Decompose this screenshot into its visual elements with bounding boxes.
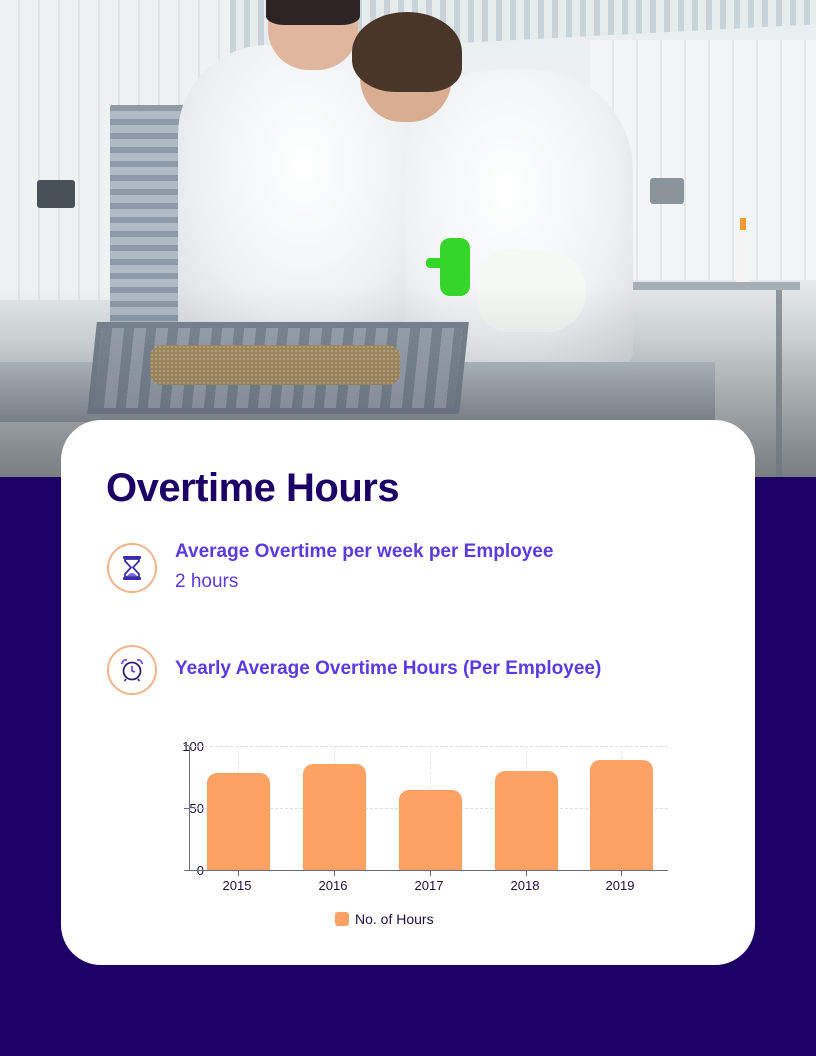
x-tick [526, 871, 527, 876]
chart-plot-area [184, 745, 668, 876]
x-tick-label: 2017 [414, 878, 444, 893]
photo-person-right-hair [352, 12, 462, 92]
hourglass-icon [107, 543, 157, 593]
x-tick [334, 871, 335, 876]
page-title: Overtime Hours [106, 466, 400, 510]
photo-towel-dispenser [37, 180, 75, 208]
photo-table-leg [776, 290, 782, 477]
stat-label: Average Overtime per week per Employee [175, 541, 554, 562]
bar-2017 [399, 790, 462, 870]
bar-2015 [207, 772, 270, 870]
x-tick-label: 2018 [510, 878, 540, 893]
bar-2018 [495, 771, 558, 870]
bar-2016 [303, 763, 366, 870]
gridline [190, 746, 668, 747]
legend-swatch [335, 912, 349, 926]
photo-spray-trigger [440, 238, 470, 296]
y-tick [184, 870, 189, 871]
photo-squeeze-bottle [736, 230, 750, 282]
photo-person-left-hair [266, 0, 360, 25]
y-tick [184, 808, 189, 809]
photo-counter [590, 282, 800, 290]
photo-spray-nozzle [426, 258, 448, 268]
bar-series [190, 746, 668, 870]
x-tick-label: 2016 [318, 878, 348, 893]
stat-value: 2 hours [175, 571, 239, 592]
legend-label: No. of Hours [355, 911, 434, 927]
x-tick-label: 2015 [222, 878, 252, 893]
bar-2019 [590, 760, 653, 870]
y-tick [184, 745, 189, 746]
hero-photo [0, 0, 816, 477]
x-tick [238, 871, 239, 876]
x-tick-label: 2019 [605, 878, 635, 893]
x-tick [621, 871, 622, 876]
alarm-clock-icon [107, 645, 157, 695]
photo-grain [150, 345, 400, 385]
x-tick [430, 871, 431, 876]
photo-bottle-cap [740, 218, 746, 232]
overtime-bar-chart: 100 50 0 2015 2016 2017 2018 2019 [151, 740, 691, 940]
photo-soap-dispenser [650, 178, 684, 204]
stat-label: Yearly Average Overtime Hours (Per Emplo… [175, 658, 602, 679]
overtime-card: Overtime Hours Average Overtime per week… [61, 420, 755, 965]
chart-legend: No. of Hours [335, 911, 434, 927]
photo-spray-bottle [478, 250, 586, 332]
photo-shade [0, 0, 816, 477]
